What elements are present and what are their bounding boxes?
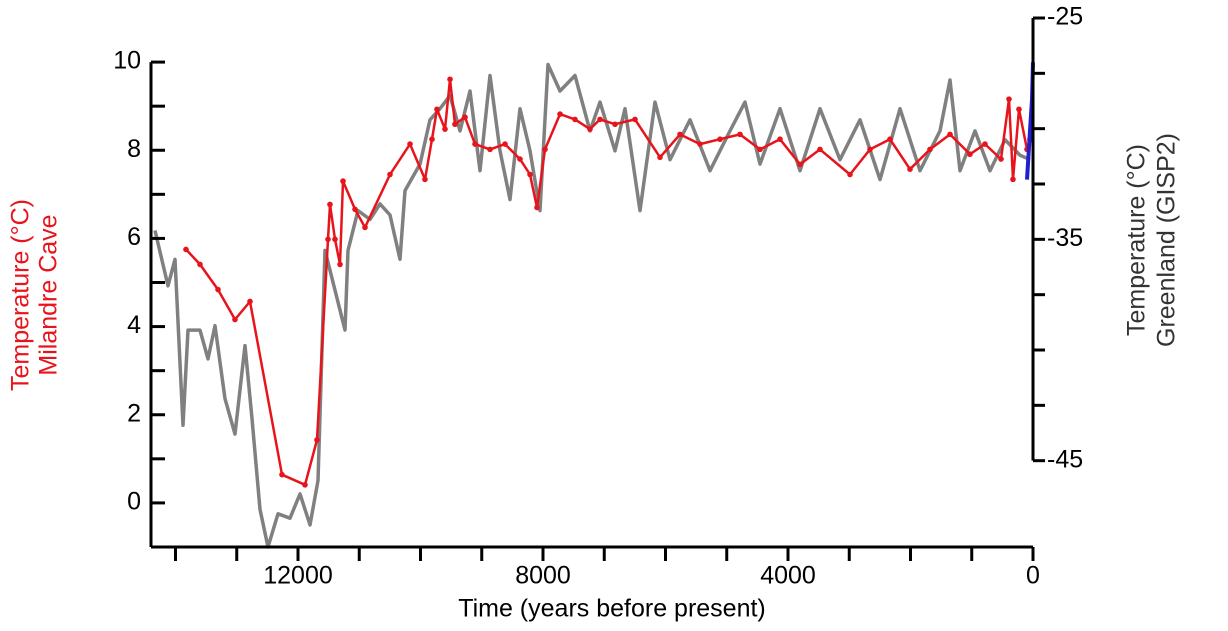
y-tick-label: 6 bbox=[127, 223, 141, 251]
y-tick-label: 8 bbox=[127, 135, 141, 163]
data-point bbox=[197, 261, 203, 268]
data-point bbox=[777, 136, 783, 143]
x-axis-label: Time (years before present) bbox=[458, 595, 766, 623]
data-point bbox=[302, 482, 308, 488]
data-point bbox=[947, 131, 953, 138]
y-tick-label: 10 bbox=[113, 47, 141, 75]
data-point bbox=[452, 121, 458, 128]
data-point bbox=[597, 116, 603, 123]
data-point bbox=[517, 156, 523, 162]
data-point bbox=[1010, 176, 1016, 183]
data-point bbox=[542, 146, 548, 153]
data-point bbox=[982, 141, 988, 147]
data-point bbox=[352, 206, 358, 213]
y2-tick-label: -45 bbox=[1047, 445, 1083, 473]
y2-tick-label: -25 bbox=[1047, 3, 1083, 31]
data-point bbox=[572, 116, 578, 123]
data-point bbox=[232, 316, 238, 323]
data-point bbox=[717, 136, 723, 143]
data-point bbox=[927, 146, 933, 153]
data-point bbox=[472, 141, 478, 147]
data-point bbox=[867, 146, 873, 153]
y-tick-label: 2 bbox=[127, 399, 141, 427]
data-point bbox=[967, 151, 973, 158]
data-point bbox=[907, 166, 913, 173]
data-point bbox=[215, 286, 221, 293]
data-point bbox=[817, 146, 823, 153]
y2-axis-label: Greenland (GISP2) bbox=[1153, 133, 1181, 347]
y2-tick-label: -35 bbox=[1047, 224, 1083, 252]
data-point bbox=[407, 141, 413, 147]
x-tick-label: 8000 bbox=[515, 562, 571, 590]
y-tick-label: 0 bbox=[127, 488, 141, 516]
data-point bbox=[534, 204, 540, 211]
x-tick-label: 0 bbox=[1026, 562, 1040, 590]
y-tick-label: 4 bbox=[127, 311, 141, 339]
data-point bbox=[442, 126, 448, 132]
data-point bbox=[362, 224, 368, 231]
data-point bbox=[632, 116, 638, 123]
data-point bbox=[757, 146, 763, 153]
data-point bbox=[487, 146, 493, 153]
x-tick-label: 4000 bbox=[760, 562, 816, 590]
data-point bbox=[422, 176, 428, 183]
data-point bbox=[557, 111, 563, 117]
data-point bbox=[387, 171, 393, 178]
data-point bbox=[429, 136, 435, 143]
data-point bbox=[797, 161, 803, 168]
data-point bbox=[314, 437, 320, 443]
data-point bbox=[502, 141, 508, 147]
data-point bbox=[247, 298, 253, 305]
data-point bbox=[1006, 96, 1012, 102]
data-point bbox=[737, 131, 743, 138]
data-point bbox=[657, 154, 663, 161]
data-point bbox=[183, 246, 189, 253]
data-point bbox=[587, 126, 593, 132]
data-point bbox=[697, 141, 703, 147]
series-line bbox=[185, 78, 1032, 487]
series-line bbox=[153, 62, 1031, 549]
data-point bbox=[887, 136, 893, 143]
x-tick-label: 12000 bbox=[263, 562, 333, 590]
y-axis-label: Milandre Cave bbox=[35, 214, 63, 375]
data-point bbox=[462, 114, 468, 120]
data-point bbox=[325, 236, 331, 243]
data-point bbox=[340, 178, 346, 184]
y2-axis-label: Temperature (°C) bbox=[1123, 144, 1151, 336]
data-point bbox=[677, 131, 683, 138]
data-point bbox=[847, 171, 853, 178]
data-point bbox=[327, 201, 333, 208]
data-point bbox=[434, 106, 440, 113]
data-point bbox=[337, 261, 343, 268]
data-point bbox=[447, 76, 453, 83]
data-point bbox=[998, 156, 1004, 162]
data-point bbox=[612, 121, 618, 128]
y-axis-label: Temperature (°C) bbox=[7, 199, 35, 391]
data-point bbox=[527, 171, 533, 178]
data-point bbox=[332, 236, 338, 243]
data-point bbox=[1016, 106, 1022, 113]
data-point bbox=[279, 471, 285, 478]
